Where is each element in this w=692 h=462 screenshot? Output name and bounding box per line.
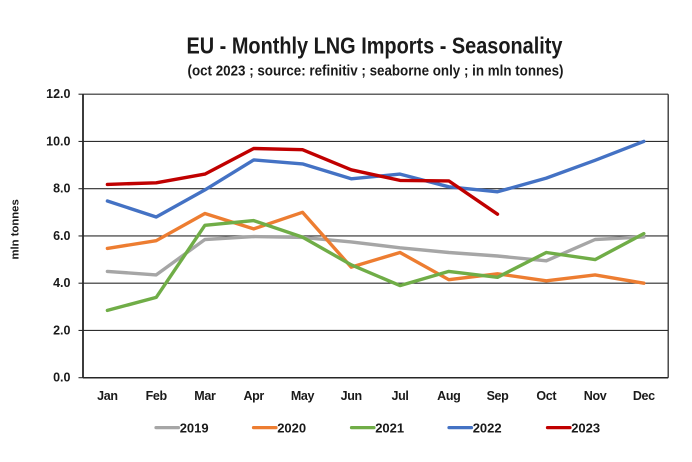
svg-text:2020: 2020 (277, 420, 306, 435)
svg-text:8.0: 8.0 (53, 182, 70, 196)
svg-text:(oct 2023 ; source: refinitiv: (oct 2023 ; source: refinitiv ; seaborne… (188, 64, 564, 80)
svg-text:EU - Monthly LNG Imports - Sea: EU - Monthly LNG Imports - Seasonality (187, 33, 563, 59)
svg-text:Jul: Jul (391, 389, 408, 403)
svg-text:Jan: Jan (97, 389, 118, 403)
svg-text:2023: 2023 (571, 420, 600, 435)
svg-text:12.0: 12.0 (46, 87, 70, 101)
svg-text:Dec: Dec (633, 389, 655, 403)
svg-text:May: May (291, 389, 315, 403)
svg-text:6.0: 6.0 (53, 229, 70, 243)
svg-text:2021: 2021 (375, 420, 404, 435)
svg-text:Oct: Oct (536, 389, 557, 403)
svg-text:0.0: 0.0 (53, 371, 70, 385)
svg-text:2.0: 2.0 (53, 323, 70, 337)
svg-text:10.0: 10.0 (46, 134, 70, 148)
svg-text:2022: 2022 (473, 420, 502, 435)
svg-text:4.0: 4.0 (53, 276, 70, 290)
svg-text:Jun: Jun (341, 389, 362, 403)
svg-text:Mar: Mar (194, 389, 216, 403)
svg-text:2019: 2019 (180, 420, 209, 435)
svg-text:Apr: Apr (243, 389, 264, 403)
svg-text:Sep: Sep (487, 389, 510, 403)
svg-text:Aug: Aug (437, 389, 460, 403)
svg-text:Feb: Feb (146, 389, 168, 403)
svg-text:mln tonnes: mln tonnes (10, 199, 22, 259)
svg-text:Nov: Nov (584, 389, 607, 403)
